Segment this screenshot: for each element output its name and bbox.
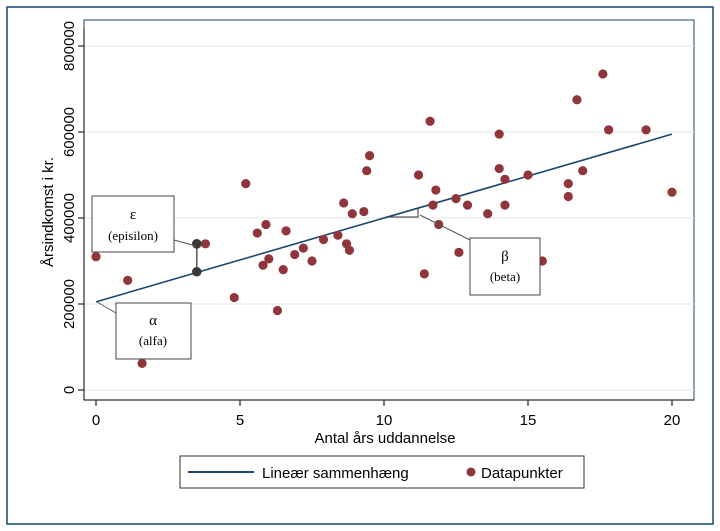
data-point-38 [500, 200, 510, 210]
data-point-34 [483, 209, 493, 219]
data-point-11 [278, 265, 288, 275]
y-axis-title: Årsindkomst i kr. [40, 157, 57, 267]
data-point-46 [604, 125, 614, 135]
annotation-epsilon-label: (episilon) [108, 228, 158, 243]
data-point-18 [339, 198, 349, 208]
fit-line-layer [95, 133, 673, 303]
data-point-17 [333, 230, 343, 240]
annotation-beta-symbol: β [501, 249, 509, 265]
data-point-31 [451, 194, 461, 204]
y-tick-label-2: 400000 [61, 193, 78, 243]
data-point-23 [362, 166, 372, 176]
data-point-8 [261, 219, 271, 230]
data-point-5 [241, 179, 251, 189]
data-point-29 [431, 185, 441, 195]
annotation-epsilon-symbol: ε [130, 207, 136, 223]
data-points [91, 69, 677, 368]
annotation-alpha: α (alfa) [96, 301, 192, 360]
annotation-epsilon-connector [173, 239, 197, 247]
data-point-1 [123, 275, 133, 285]
data-point-12 [281, 226, 291, 236]
data-point-44 [578, 166, 588, 176]
data-point-0 [91, 252, 101, 262]
data-point-16 [318, 234, 329, 245]
data-point-15 [307, 256, 317, 266]
x-axis-title: Antal års uddannelse [315, 430, 456, 447]
annotation-beta-connector [419, 214, 471, 241]
data-point-9 [264, 254, 274, 264]
annotation-epsilon: ε (episilon) [91, 195, 197, 253]
data-point-41 [563, 179, 573, 189]
data-point-48 [667, 187, 677, 197]
annotation-alpha-label: (alfa) [139, 333, 167, 348]
x-tick-label-3: 15 [520, 412, 537, 429]
highlight-point-0 [192, 239, 202, 249]
legend-point-swatch [466, 467, 476, 477]
x-ticks: 0 5 10 15 20 [92, 400, 681, 429]
highlight-points [192, 239, 202, 277]
data-point-27 [425, 116, 435, 126]
y-ticks: 0 200000 400000 600000 800000 [61, 21, 84, 394]
data-point-32 [454, 247, 464, 257]
x-tick-label-4: 20 [664, 412, 681, 429]
annotation-beta-box [469, 237, 541, 296]
legend-label-fit-line: Lineær sammenhæng [262, 465, 409, 482]
highlight-point-1 [192, 266, 202, 277]
legend: Lineær sammenhæng Datapunkter [179, 455, 585, 489]
annotation-alpha-connector [96, 301, 117, 314]
data-point-47 [641, 125, 651, 135]
annotation-alpha-symbol: α [149, 313, 157, 329]
data-point-33 [462, 200, 473, 210]
data-point-21 [347, 209, 357, 219]
data-point-13 [290, 249, 300, 260]
legend-label-points: Datapunkter [481, 465, 563, 482]
data-point-26 [419, 269, 429, 279]
x-tick-label-2: 10 [376, 412, 393, 429]
data-point-4 [229, 292, 239, 303]
data-point-39 [523, 170, 533, 180]
data-point-22 [359, 206, 369, 217]
axes [83, 28, 694, 401]
data-point-6 [252, 228, 262, 238]
annotation-beta-slope-step [386, 208, 419, 218]
data-point-42 [563, 191, 573, 202]
data-point-10 [272, 305, 283, 316]
data-point-35 [494, 163, 504, 174]
data-point-14 [298, 243, 308, 253]
annotation-beta-label: (beta) [490, 269, 520, 284]
x-tick-label-0: 0 [92, 412, 100, 429]
data-point-20 [344, 245, 355, 255]
data-point-2 [137, 358, 147, 368]
data-point-28 [428, 200, 438, 210]
y-tick-label-0: 0 [61, 386, 78, 394]
data-point-24 [365, 151, 375, 161]
annotation-epsilon-box [91, 195, 175, 253]
y-tick-label-3: 600000 [61, 107, 78, 157]
data-point-43 [572, 95, 582, 105]
data-point-7 [258, 260, 268, 270]
data-point-45 [598, 69, 608, 79]
data-point-25 [413, 170, 424, 180]
annotation-beta: β (beta) [386, 208, 541, 296]
data-point-3 [200, 239, 211, 249]
data-point-36 [494, 129, 504, 139]
y-tick-label-1: 200000 [61, 279, 78, 329]
fit-line [95, 133, 673, 303]
x-tick-label-1: 5 [236, 412, 244, 429]
y-tick-label-4: 800000 [61, 21, 78, 71]
data-point-37 [500, 174, 510, 184]
annotation-alpha-box [115, 302, 192, 360]
